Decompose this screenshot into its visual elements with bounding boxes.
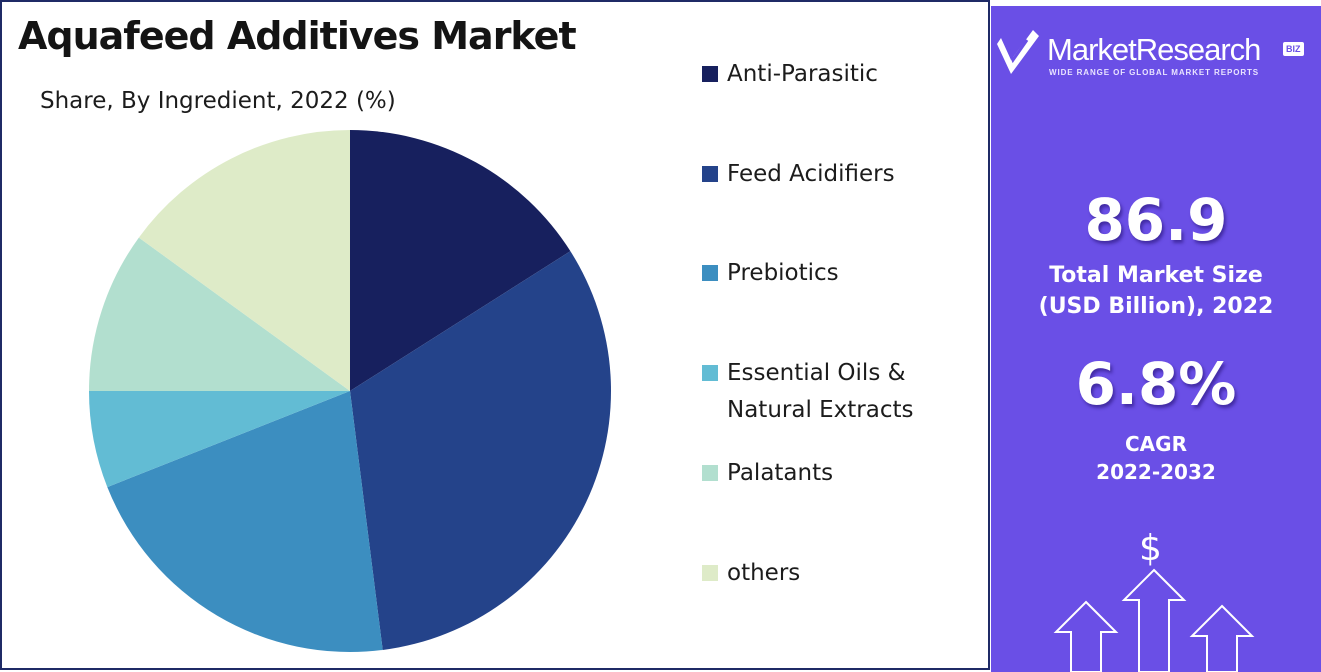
pie-slice-anti-parasitic [350, 130, 571, 391]
legend-label: Anti-Parasitic [727, 61, 878, 87]
chart-title: Aquafeed Additives Market [18, 14, 577, 58]
cagr-value: 6.8% [1075, 350, 1237, 418]
legend-label: Feed Acidifiers [727, 161, 895, 187]
pie-slice-palatants [89, 237, 350, 391]
market-size-label-line-2: (USD Billion), 2022 [1038, 294, 1274, 319]
brand-tagline: WIDE RANGE OF GLOBAL MARKET REPORTS [1049, 68, 1260, 77]
chart-legend: Anti-Parasitic Feed Acidifiers Prebiotics E… [702, 2, 992, 672]
chart-frame: Aquafeed Additives Market Share, By Ingr… [0, 0, 990, 670]
legend-swatch [702, 66, 718, 82]
market-size-label-line-1: Total Market Size [1049, 263, 1263, 288]
brand-badge: BIZ [1283, 42, 1304, 56]
market-size-value: 86.9 [1084, 186, 1228, 254]
pie-slice-feed-acidifiers [350, 251, 611, 650]
brand-check-icon [997, 30, 1039, 74]
legend-swatch [702, 265, 718, 281]
cagr-label-line-1: CAGR [1125, 432, 1187, 456]
brand-logo: MarketResearch BIZ WIDE RANGE OF GLOBAL … [997, 26, 1321, 86]
growth-arrows-icon [1053, 568, 1255, 672]
cagr-label-line-2: 2022-2032 [1096, 460, 1216, 484]
cagr-label: CAGR 2022-2032 [991, 430, 1321, 486]
legend-label: others [727, 560, 801, 586]
brand-name: MarketResearch [1047, 32, 1261, 67]
pie-chart [89, 130, 611, 652]
legend-label: Prebiotics [727, 260, 839, 286]
legend-swatch [702, 565, 718, 581]
chart-subtitle: Share, By Ingredient, 2022 (%) [40, 88, 396, 114]
legend-swatch [702, 365, 718, 381]
legend-swatch [702, 465, 718, 481]
pie-slice-others [138, 130, 350, 391]
legend-swatch [702, 166, 718, 182]
legend-label: Essential Oils & [727, 360, 906, 386]
market-size-label: Total Market Size (USD Billion), 2022 [991, 260, 1321, 322]
pie-slice-essential-oils-natural-extracts [89, 391, 350, 488]
pie-slice-prebiotics [107, 391, 383, 652]
legend-label: Palatants [727, 460, 834, 486]
dollar-icon: $ [1139, 528, 1162, 569]
legend-label: Natural Extracts [727, 397, 914, 423]
summary-panel: MarketResearch BIZ WIDE RANGE OF GLOBAL … [991, 6, 1321, 672]
